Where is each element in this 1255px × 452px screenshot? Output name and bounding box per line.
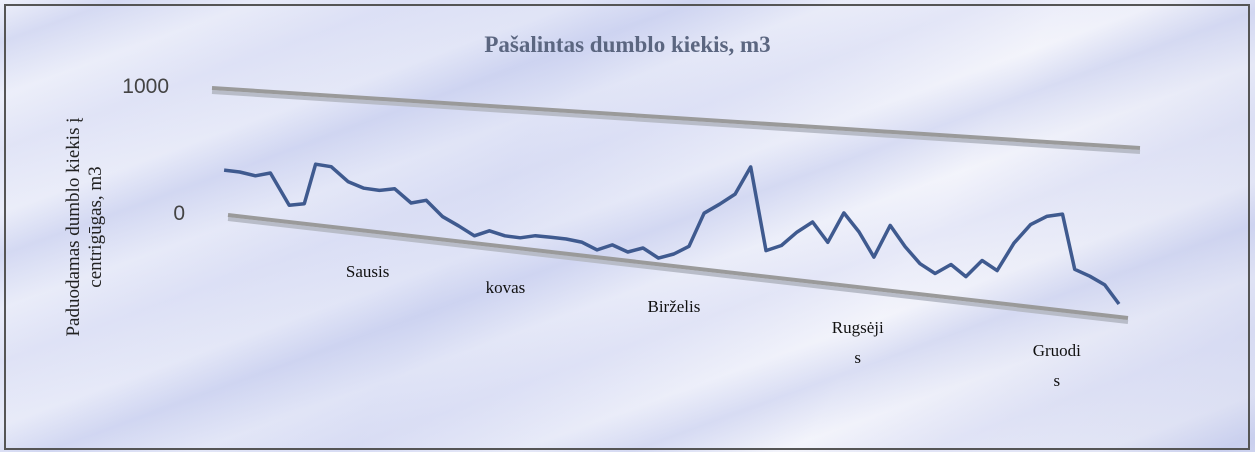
grid-line	[211, 86, 1141, 150]
x-tick-label: Sausis	[345, 261, 390, 281]
y-axis-label: Paduodamas dumblo kiekis į centrigūgas, …	[63, 117, 106, 337]
grid-line-shadow	[211, 90, 1141, 154]
y-tick-label: 0	[173, 202, 185, 225]
grid-line-shadow	[227, 217, 1129, 324]
x-tick-label: kovas	[485, 277, 526, 297]
chart-title: Pašalintas dumblo kiekis, m3	[484, 32, 771, 57]
chart-border	[4, 4, 1250, 450]
grid-line	[227, 213, 1129, 320]
data-line	[223, 162, 1121, 306]
x-tick-label: Gruodis	[1032, 340, 1081, 390]
y-tick-label: 1000	[122, 75, 169, 98]
x-tick-label: Rugsėjis	[831, 318, 884, 368]
x-tick-label: Birželis	[647, 297, 701, 317]
